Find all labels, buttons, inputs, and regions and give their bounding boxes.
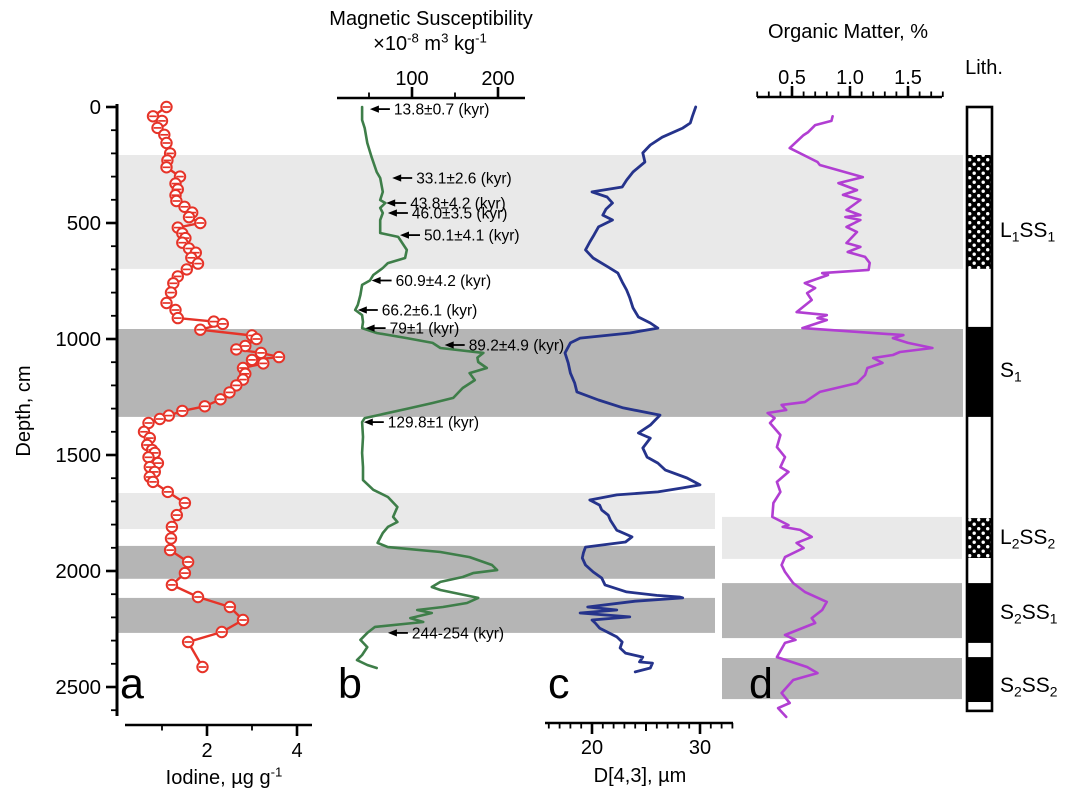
depth-tick-label: 500	[67, 212, 101, 235]
lith-unit-label: L1SS1	[1000, 219, 1055, 245]
iodine-axis-title: Iodine, µg g-1	[166, 764, 283, 789]
age-annotation-label: 129.8±1 (kyr)	[388, 415, 479, 432]
strat-band-abc-dark	[118, 545, 715, 579]
age-annotation-label: 13.8±0.7 (kyr)	[394, 102, 490, 119]
panel-letter-b: b	[338, 660, 362, 708]
strat-band-d-dark	[722, 583, 962, 639]
age-arrow-head	[392, 174, 402, 182]
age-arrow-head	[387, 629, 397, 637]
panel-c-tick-label: 20	[581, 737, 603, 759]
age-arrow-head	[369, 105, 379, 113]
age-arrow-head	[365, 324, 375, 332]
lith-unit-label: L2SS2	[1000, 526, 1055, 552]
age-annotations: 13.8±0.7 (kyr) 33.1±2.6 (kyr) 43.8±4.2 (ky…	[357, 102, 565, 642]
age-arrow-head	[444, 341, 454, 349]
age-arrow-head	[371, 276, 381, 285]
panel-d-curve	[766, 115, 934, 719]
depth-axis: 0 500 1000 1500 2000 2500	[55, 96, 119, 716]
age-annotation-label: 60.9±4.2 (kyr)	[396, 273, 492, 290]
depth-tick-label: 0	[90, 96, 101, 119]
lithology-column: L1SS1 S1 L2SS2 S2SS1 S2SS2	[965, 105, 1058, 713]
age-arrow-head	[357, 306, 367, 314]
lith-segment-black	[967, 657, 992, 703]
age-arrow-head	[400, 231, 409, 239]
age-annotation-label: 79±1 (kyr)	[390, 321, 460, 338]
figure-labels: Magnetic Susceptibility ×10-8 m3 kg-1 Or…	[13, 8, 1003, 789]
lith-segment-black	[967, 326, 992, 417]
depth-axis-title: Depth, cm	[13, 365, 35, 456]
lith-column-border	[965, 105, 994, 713]
age-annotation-label: 89.2±4.9 (kyr)	[469, 338, 565, 355]
lith-segment-white	[967, 702, 992, 711]
age-arrow-head	[363, 418, 373, 426]
panel-c-tick-label: 30	[689, 737, 711, 759]
panel-letter-d: d	[749, 660, 773, 708]
panel-letter-c: c	[548, 660, 570, 708]
lith-segment-pattern	[967, 518, 992, 558]
panel-axes: 2 4 100 200 20 30 0.5 1.0 1.5	[125, 67, 944, 762]
panel-d-tick-label: 1.0	[836, 67, 864, 89]
lith-unit-label: S2SS2	[1000, 674, 1058, 700]
ms-axis-title-line2: ×10-8 m3 kg-1	[373, 30, 487, 55]
panel-b-tick-label: 100	[395, 68, 428, 90]
panel-d-tick-label: 1.5	[894, 67, 922, 89]
depth-tick-label: 1000	[55, 328, 101, 351]
age-arrow-head	[387, 209, 397, 217]
strat-band-abc-light	[118, 493, 715, 529]
lith-unit-label: S2SS1	[1000, 601, 1058, 627]
panel-c-curve	[563, 105, 702, 674]
om-axis-title: Organic Matter, %	[768, 21, 928, 43]
panel-a-tick-label: 2	[201, 740, 212, 762]
strat-band-d-light	[722, 516, 962, 559]
depth-tick-label: 1500	[55, 444, 101, 467]
lith-segment-black	[967, 583, 992, 643]
age-annotation-label: 43.8±4.2 (kyr)	[410, 196, 506, 213]
depth-tick-label: 2500	[55, 676, 101, 699]
age-annotation-label: 50.1±4.1 (kyr)	[424, 228, 520, 245]
strat-band-all-light	[118, 155, 963, 269]
age-annotation-label: 46.0±3.5 (kyr)	[412, 206, 508, 223]
panel-a-tick-label: 4	[291, 740, 302, 762]
strat-band-d-dark	[722, 658, 962, 700]
panel-b-curve	[353, 105, 499, 670]
lith-segment-white	[967, 107, 992, 155]
d43-axis-title: D[4,3], µm	[594, 765, 687, 787]
lith-segment-white	[967, 558, 992, 584]
lith-segment-white	[967, 417, 992, 519]
panel-letter-a: a	[120, 660, 144, 708]
age-annotation-label: 33.1±2.6 (kyr)	[416, 171, 512, 188]
lith-segment-pattern	[967, 155, 992, 269]
panel-b-tick-label: 200	[481, 68, 514, 90]
lith-unit-label: S1	[1000, 359, 1022, 385]
lith-column-title: Lith.	[965, 57, 1003, 79]
data-curves	[137, 100, 934, 719]
age-annotation-label: 66.2±6.1 (kyr)	[382, 303, 478, 320]
lith-segment-white	[967, 642, 992, 658]
panel-d-tick-label: 0.5	[778, 67, 806, 89]
ms-axis-title-line1: Magnetic Susceptibility	[329, 8, 532, 30]
lith-segment-white	[967, 268, 992, 327]
age-annotation-label: 244-254 (kyr)	[412, 625, 504, 642]
depth-tick-label: 2000	[55, 560, 101, 583]
age-arrow-head	[386, 199, 396, 207]
